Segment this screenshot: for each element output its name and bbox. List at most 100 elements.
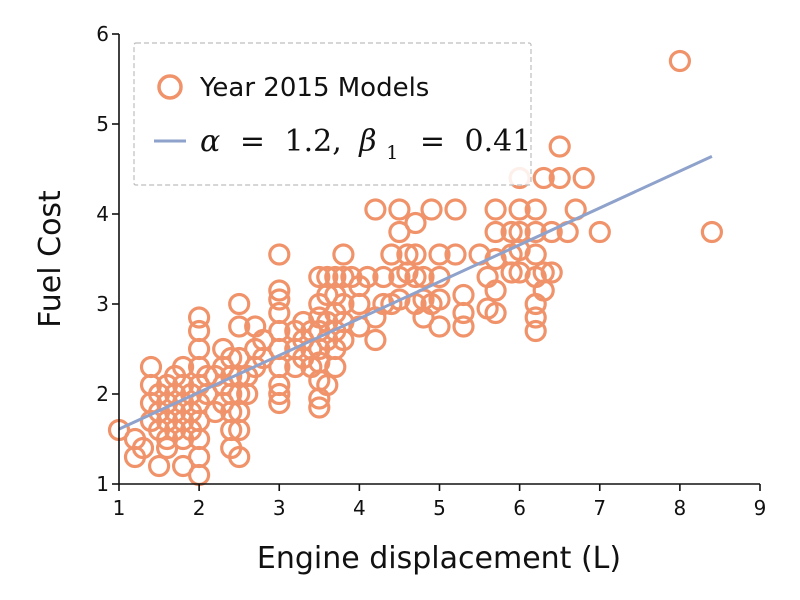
data-point [188, 445, 211, 469]
x-tick-label: 5 [433, 496, 446, 520]
y-axis: 1 2 3 4 5 6 [96, 22, 120, 496]
legend-scatter-label: Year 2015 Models [199, 73, 429, 103]
data-point [404, 265, 427, 289]
data-point [268, 382, 291, 406]
data-point [332, 292, 355, 316]
data-point [388, 198, 411, 221]
data-point [380, 243, 403, 266]
legend-beta-value: 0.41 [465, 124, 532, 159]
x-tick-label: 6 [513, 496, 526, 520]
x-tick-label: 3 [273, 496, 286, 520]
data-point [588, 220, 611, 244]
data-point [524, 243, 547, 266]
y-tick-label: 6 [96, 22, 109, 46]
data-point [324, 265, 347, 289]
y-axis-title: Fuel Cost [33, 190, 68, 328]
data-point [500, 220, 523, 244]
data-point [524, 319, 547, 343]
data-point [388, 220, 411, 244]
data-point [444, 243, 467, 266]
data-point [228, 445, 251, 469]
data-point [484, 301, 507, 325]
data-point [156, 436, 179, 460]
data-point [252, 328, 275, 352]
data-point [396, 243, 419, 266]
data-point [188, 319, 211, 343]
legend-beta-subscript: 1 [386, 142, 398, 164]
data-point [228, 315, 251, 338]
x-tick-label: 1 [113, 496, 126, 520]
data-point [268, 279, 291, 302]
data-point [316, 265, 339, 289]
y-axis-ticks: 1 2 3 4 5 6 [96, 22, 119, 496]
data-point [428, 288, 451, 311]
data-point [139, 355, 163, 379]
data-point [484, 220, 507, 244]
legend-scatter-marker [157, 74, 183, 100]
data-point [428, 243, 451, 266]
x-axis-ticks: 1 2 3 4 5 6 7 8 9 [113, 484, 767, 520]
data-point [332, 243, 355, 266]
data-point [444, 198, 467, 221]
x-tick-label: 2 [193, 496, 206, 520]
data-point [172, 454, 195, 478]
data-point [524, 198, 547, 221]
legend: Year 2015 Models α = 1.2, β 1 = 0.41 [133, 42, 532, 186]
data-point [268, 301, 291, 325]
data-point [508, 220, 531, 244]
data-point [532, 261, 555, 284]
legend-equals-2: = [420, 124, 445, 159]
data-point [316, 373, 339, 397]
data-point [700, 220, 724, 244]
legend-alpha-symbol: α [200, 124, 220, 159]
data-point [188, 337, 211, 361]
data-point [484, 198, 507, 221]
y-tick-label: 2 [96, 382, 109, 406]
data-point [452, 301, 475, 325]
scatter-points [107, 49, 724, 487]
x-axis: 1 2 3 4 5 6 7 8 9 [113, 483, 767, 520]
x-tick-label: 8 [674, 496, 687, 520]
data-point [228, 346, 251, 370]
data-point [332, 265, 355, 289]
data-point [532, 166, 555, 190]
x-axis-title: Engine displacement (L) [257, 541, 621, 576]
data-point [548, 135, 571, 158]
data-point [508, 198, 531, 221]
data-point [356, 265, 379, 289]
data-point [220, 346, 243, 370]
data-point [364, 328, 387, 352]
data-point [308, 265, 331, 289]
data-point [540, 261, 563, 284]
regression-line [118, 155, 713, 431]
x-tick-label: 4 [353, 496, 366, 520]
y-tick-label: 3 [96, 292, 109, 316]
data-point [228, 292, 251, 316]
data-point [540, 220, 563, 244]
data-point [268, 288, 291, 311]
data-point [404, 211, 427, 235]
data-point [428, 315, 451, 338]
y-tick-label: 5 [96, 112, 109, 136]
data-point [188, 463, 211, 487]
legend-box [133, 42, 532, 186]
data-point [268, 243, 291, 266]
data-point [131, 436, 155, 460]
legend-line-label: α = 1.2, β 1 = 0.41 [200, 124, 531, 167]
data-point [420, 198, 443, 221]
data-point [364, 198, 387, 221]
data-point [548, 166, 571, 190]
data-point [188, 306, 211, 329]
y-tick-label: 1 [96, 472, 109, 496]
legend-alpha-value: 1.2, [285, 124, 342, 159]
data-point [404, 243, 427, 266]
x-tick-label: 9 [754, 496, 767, 520]
data-point [196, 364, 219, 388]
data-point [572, 166, 595, 190]
data-point [412, 265, 435, 289]
data-point [148, 454, 171, 478]
data-point [308, 396, 331, 419]
x-tick-label: 7 [593, 496, 606, 520]
data-point [372, 265, 395, 289]
